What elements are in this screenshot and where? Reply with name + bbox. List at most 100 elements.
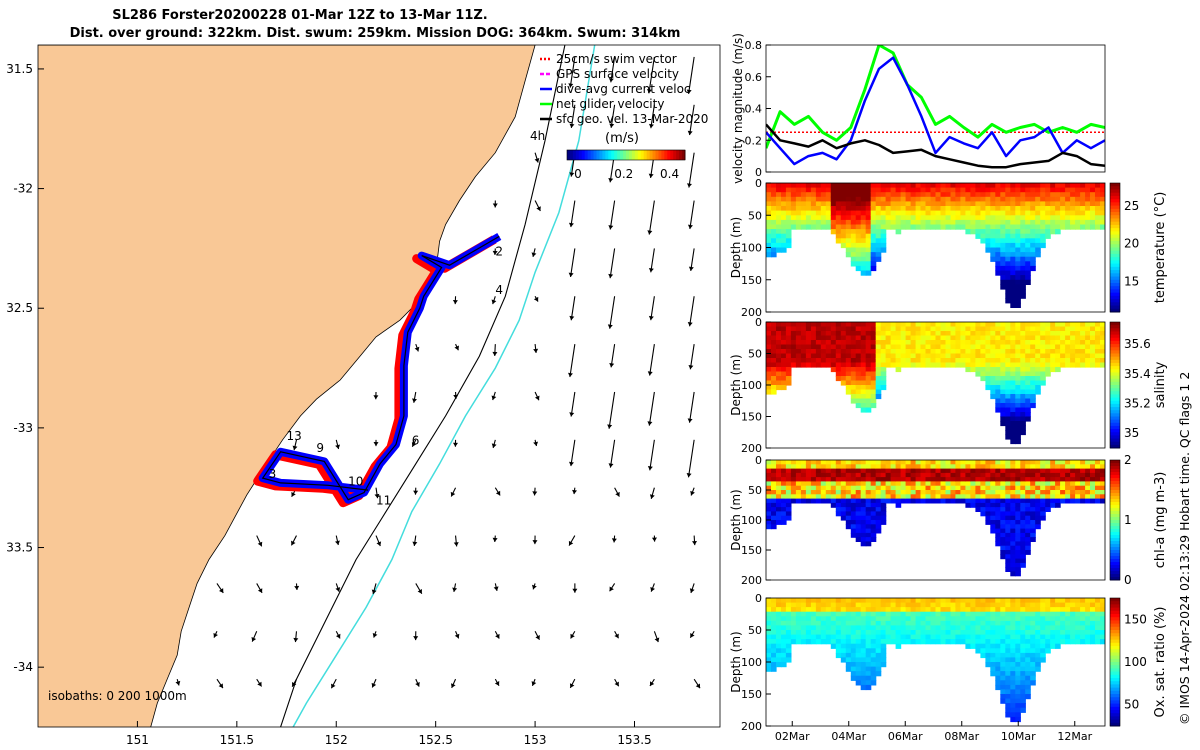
heatmap-cell bbox=[910, 494, 917, 500]
heatmap-cell bbox=[890, 322, 897, 328]
heatmap-cell bbox=[1025, 233, 1031, 239]
heatmap-cell bbox=[1055, 611, 1061, 617]
heatmap-cell bbox=[870, 494, 877, 500]
heatmap-cell bbox=[870, 532, 877, 538]
heatmap-cell bbox=[781, 639, 787, 645]
heatmap-cell bbox=[860, 394, 867, 400]
heatmap-cell bbox=[810, 477, 817, 482]
heatmap-cell bbox=[1015, 371, 1021, 377]
heatmap-cell bbox=[766, 376, 772, 382]
heatmap-cell bbox=[830, 477, 837, 482]
heatmap-cell bbox=[1065, 358, 1071, 364]
heatmap-cell bbox=[1065, 353, 1071, 359]
heatmap-cell bbox=[1055, 353, 1061, 359]
heatmap-cell bbox=[1040, 477, 1046, 482]
heatmap-cell bbox=[820, 224, 827, 230]
heatmap-cell bbox=[820, 192, 827, 198]
heatmap-cell bbox=[1040, 485, 1046, 491]
heatmap-colorbar-cell bbox=[1110, 244, 1120, 248]
heatmap-cell bbox=[845, 326, 852, 332]
heatmap-colorbar-cell bbox=[1110, 331, 1120, 336]
heatmap-cell bbox=[890, 490, 897, 495]
heatmap-cell bbox=[805, 224, 812, 230]
heatmap-cell bbox=[1065, 224, 1071, 230]
heatmap-cell bbox=[1035, 477, 1041, 482]
heatmap-cell bbox=[815, 611, 822, 617]
heatmap-cell bbox=[766, 192, 772, 198]
heatmap-cell bbox=[1040, 367, 1046, 373]
heatmap-cell bbox=[965, 210, 971, 216]
heatmap-cell bbox=[950, 358, 957, 364]
heatmap-cell bbox=[955, 206, 961, 212]
heatmap-cell bbox=[995, 403, 1001, 409]
heatmap-cell bbox=[1050, 460, 1056, 465]
heatmap-cell bbox=[845, 511, 852, 517]
heatmap-cell bbox=[910, 498, 917, 504]
heatmap-cell bbox=[1000, 666, 1006, 672]
heatmap-cell bbox=[820, 196, 827, 202]
heatmap-cell bbox=[860, 252, 867, 258]
heatmap-cell bbox=[855, 261, 862, 267]
heatmap-cell bbox=[781, 192, 787, 198]
heatmap-cell bbox=[1030, 340, 1036, 346]
heatmap-cell bbox=[1050, 322, 1056, 328]
heatmap-cell bbox=[970, 485, 976, 491]
heatmap-cell bbox=[835, 183, 842, 189]
heatmap-cell bbox=[1015, 507, 1021, 512]
heatmap-cell bbox=[855, 515, 862, 521]
heatmap-cell bbox=[815, 477, 822, 482]
heatmap-cell bbox=[980, 322, 986, 328]
heatmap-cell bbox=[970, 468, 976, 474]
heatmap-cell bbox=[1010, 485, 1016, 491]
heatmap-cell bbox=[1035, 643, 1041, 649]
heatmap-cell bbox=[955, 335, 961, 341]
current-arrow-head bbox=[568, 372, 573, 378]
heatmap-cell bbox=[810, 472, 817, 478]
heatmap-cell bbox=[895, 477, 902, 482]
heatmap-cell bbox=[1060, 344, 1066, 350]
heatmap-cell bbox=[895, 183, 902, 189]
heatmap-cell bbox=[1000, 412, 1006, 418]
heatmap-cell bbox=[1005, 532, 1011, 538]
heatmap-cell bbox=[840, 353, 847, 359]
heatmap-cell bbox=[1005, 481, 1011, 487]
heatmap-cell bbox=[965, 201, 971, 207]
heatmap-colorbar-cell bbox=[1110, 655, 1120, 660]
current-arrow-head bbox=[411, 442, 417, 447]
heatmap-cell bbox=[1070, 349, 1076, 355]
heatmap-cell bbox=[1085, 634, 1091, 640]
heatmap-cell bbox=[835, 233, 842, 239]
heatmap-cell bbox=[1080, 224, 1086, 230]
heatmap-cell bbox=[965, 229, 971, 235]
heatmap-cell bbox=[965, 322, 971, 328]
heatmap-cell bbox=[1020, 270, 1026, 276]
heatmap-cell bbox=[766, 611, 772, 617]
heatmap-cell bbox=[985, 472, 991, 478]
heatmap-cell bbox=[766, 233, 772, 239]
heatmap-cell bbox=[975, 502, 981, 508]
heatmap-cell bbox=[890, 331, 897, 337]
heatmap-cell bbox=[1000, 675, 1006, 681]
heatmap-cell bbox=[1070, 485, 1076, 491]
current-arrow-head bbox=[417, 589, 422, 594]
heatmap-cell bbox=[900, 187, 907, 193]
heatmap-cell bbox=[1025, 464, 1031, 470]
heatmap-cell bbox=[995, 224, 1001, 230]
heatmap-cell bbox=[955, 224, 961, 230]
heatmap-cell bbox=[865, 219, 872, 226]
heatmap-cell bbox=[790, 481, 797, 487]
heatmap-cell bbox=[975, 598, 981, 604]
heatmap-cell bbox=[855, 335, 862, 341]
vel-ylabel: velocity magnitude (m/s) bbox=[731, 33, 745, 184]
heatmap-cell bbox=[815, 206, 822, 212]
heatmap-cell bbox=[1000, 494, 1006, 500]
heatmap-cell bbox=[965, 362, 971, 368]
heatmap-cell bbox=[1005, 256, 1011, 262]
heatmap-cell bbox=[795, 201, 802, 207]
current-arrow-head bbox=[257, 588, 263, 593]
heatmap-cell bbox=[815, 196, 822, 202]
heatmap-cell bbox=[955, 485, 961, 491]
heatmap-cell bbox=[845, 634, 852, 640]
heatmap-cell bbox=[1100, 331, 1105, 337]
heatmap-cell bbox=[1015, 662, 1021, 668]
